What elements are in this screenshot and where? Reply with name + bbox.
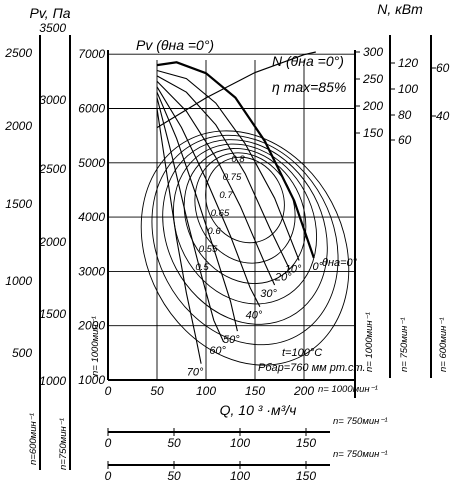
y-axis-title: Pv, Па [29,5,70,21]
angle-label: 20° [274,272,292,284]
efficiency-contour [162,139,328,325]
x-tick-label: 0 [105,384,112,398]
power750-speed-label: n= 750мин⁻¹ [399,317,410,372]
power600-speed-label: n= 600мин⁻¹ [438,317,449,372]
left750-tick-label: 1000 [39,374,66,388]
efficiency-label: 0.65 [211,208,230,219]
flow750b-tick-label: 150 [296,469,316,482]
x-speed-label: n= 1000мин⁻¹ [318,384,378,395]
power750-tick-label: 120 [398,56,418,70]
y-tick-label: 4000 [78,210,105,224]
power1000-tick-label: 300 [363,45,383,59]
efficiency-contour [205,156,285,244]
theta-annotation: θна=0° [322,257,358,269]
efficiency-contour [151,134,339,346]
x-axis-title: Q, 10 ³ ·м³/ч [220,402,297,418]
y-tick-label: 3000 [78,264,105,278]
left600-tick-label: 1000 [5,274,32,288]
left750-tick-label: 3000 [39,93,66,107]
y-tick-label: 6000 [78,102,105,116]
power1000-tick-label: 150 [363,126,383,140]
left750-tick-label: 2500 [38,162,66,176]
efficiency-contour [172,143,318,305]
left600-tick-label: 2500 [4,46,32,60]
efficiency-label: 0.75 [223,172,242,183]
eta-max-annotation: η max=85% [272,79,346,95]
flow750b-tick-label: 50 [167,469,181,482]
power750-tick-label: 60 [398,133,412,147]
left600-tick-label: 500 [12,346,32,360]
pressure-curve [156,86,261,307]
pressure-curve [156,61,315,259]
flow750a-tick-label: 50 [167,436,181,450]
flow750a-tick-label: 100 [230,436,250,450]
power750-tick-label: 80 [398,108,412,122]
angle-label: 10° [285,264,302,276]
efficiency-label: 0.55 [199,244,218,255]
left750-speed-label: n=750мин⁻¹ [58,418,69,470]
power1000-speed-label: n= 1000мин⁻¹ [364,312,375,372]
x-tick-label: 100 [196,384,216,398]
y-tick-label: 1000 [78,373,105,387]
power1000-tick-label: 200 [362,99,383,113]
left750-tick-label: 3500 [39,21,66,35]
power600-tick-label: 60 [436,61,450,75]
flow750a-speed-label: n= 750мин⁻¹ [333,416,388,427]
n-curve-annotation: N (θна =0°) [272,53,344,69]
pressure-curve [156,91,238,332]
efficiency-label: 0.8 [231,154,245,165]
efficiency-contour [140,130,350,366]
left750-tick-label: 2000 [38,235,66,249]
flow750b-tick-label: 0 [105,469,112,482]
power600-tick-label: 40 [436,109,450,123]
pressure-curve [156,97,225,343]
pressure-curve [156,69,300,261]
pressure-curve [156,75,290,269]
power750-tick-label: 100 [398,82,418,96]
x-tick-label: 50 [150,384,164,398]
angle-label: 30° [260,288,277,300]
angle-label: 70° [187,367,204,379]
power-curve [156,51,316,129]
left600-tick-label: 1500 [5,197,32,211]
x-tick-label: 200 [293,384,314,398]
flow750b-tick-label: 100 [230,469,250,482]
y-tick-label: 7000 [78,47,105,61]
y-tick-label: 2000 [77,319,105,333]
power1000-tick-label: 250 [362,72,383,86]
left600-tick-label: 2000 [4,119,32,133]
flow750b-speed-label: n= 750мин⁻¹ [333,449,388,460]
left750-tick-label: 1500 [39,307,66,321]
efficiency-contour [183,148,307,284]
pressure-curve [156,108,202,364]
efficiency-label: 0.6 [207,226,221,237]
angle-label: 60° [209,345,226,357]
pressure-curve [156,80,276,286]
x-tick-label: 150 [245,384,265,398]
flow750a-tick-label: 0 [105,436,112,450]
angle-label: 0° [313,261,324,273]
angle-label: 50° [223,334,240,346]
barometric-annotation: Pбар=760 мм рт.ст. [258,362,366,374]
temperature-annotation: t=100°C [282,347,322,359]
angle-label: 40° [246,310,263,322]
flow750a-tick-label: 150 [296,436,316,450]
efficiency-contour [194,152,296,264]
y-tick-label: 5000 [78,156,105,170]
y-speed-label: n= 1000мин⁻¹ [90,316,101,376]
efficiency-label: 0.5 [195,262,209,273]
efficiency-label: 0.7 [219,190,233,201]
pv-curve-annotation: Pv (θна =0°) [136,37,214,53]
power-axis-title: N, кВт [377,1,423,17]
left600-speed-label: n=600мин⁻¹ [28,413,39,465]
